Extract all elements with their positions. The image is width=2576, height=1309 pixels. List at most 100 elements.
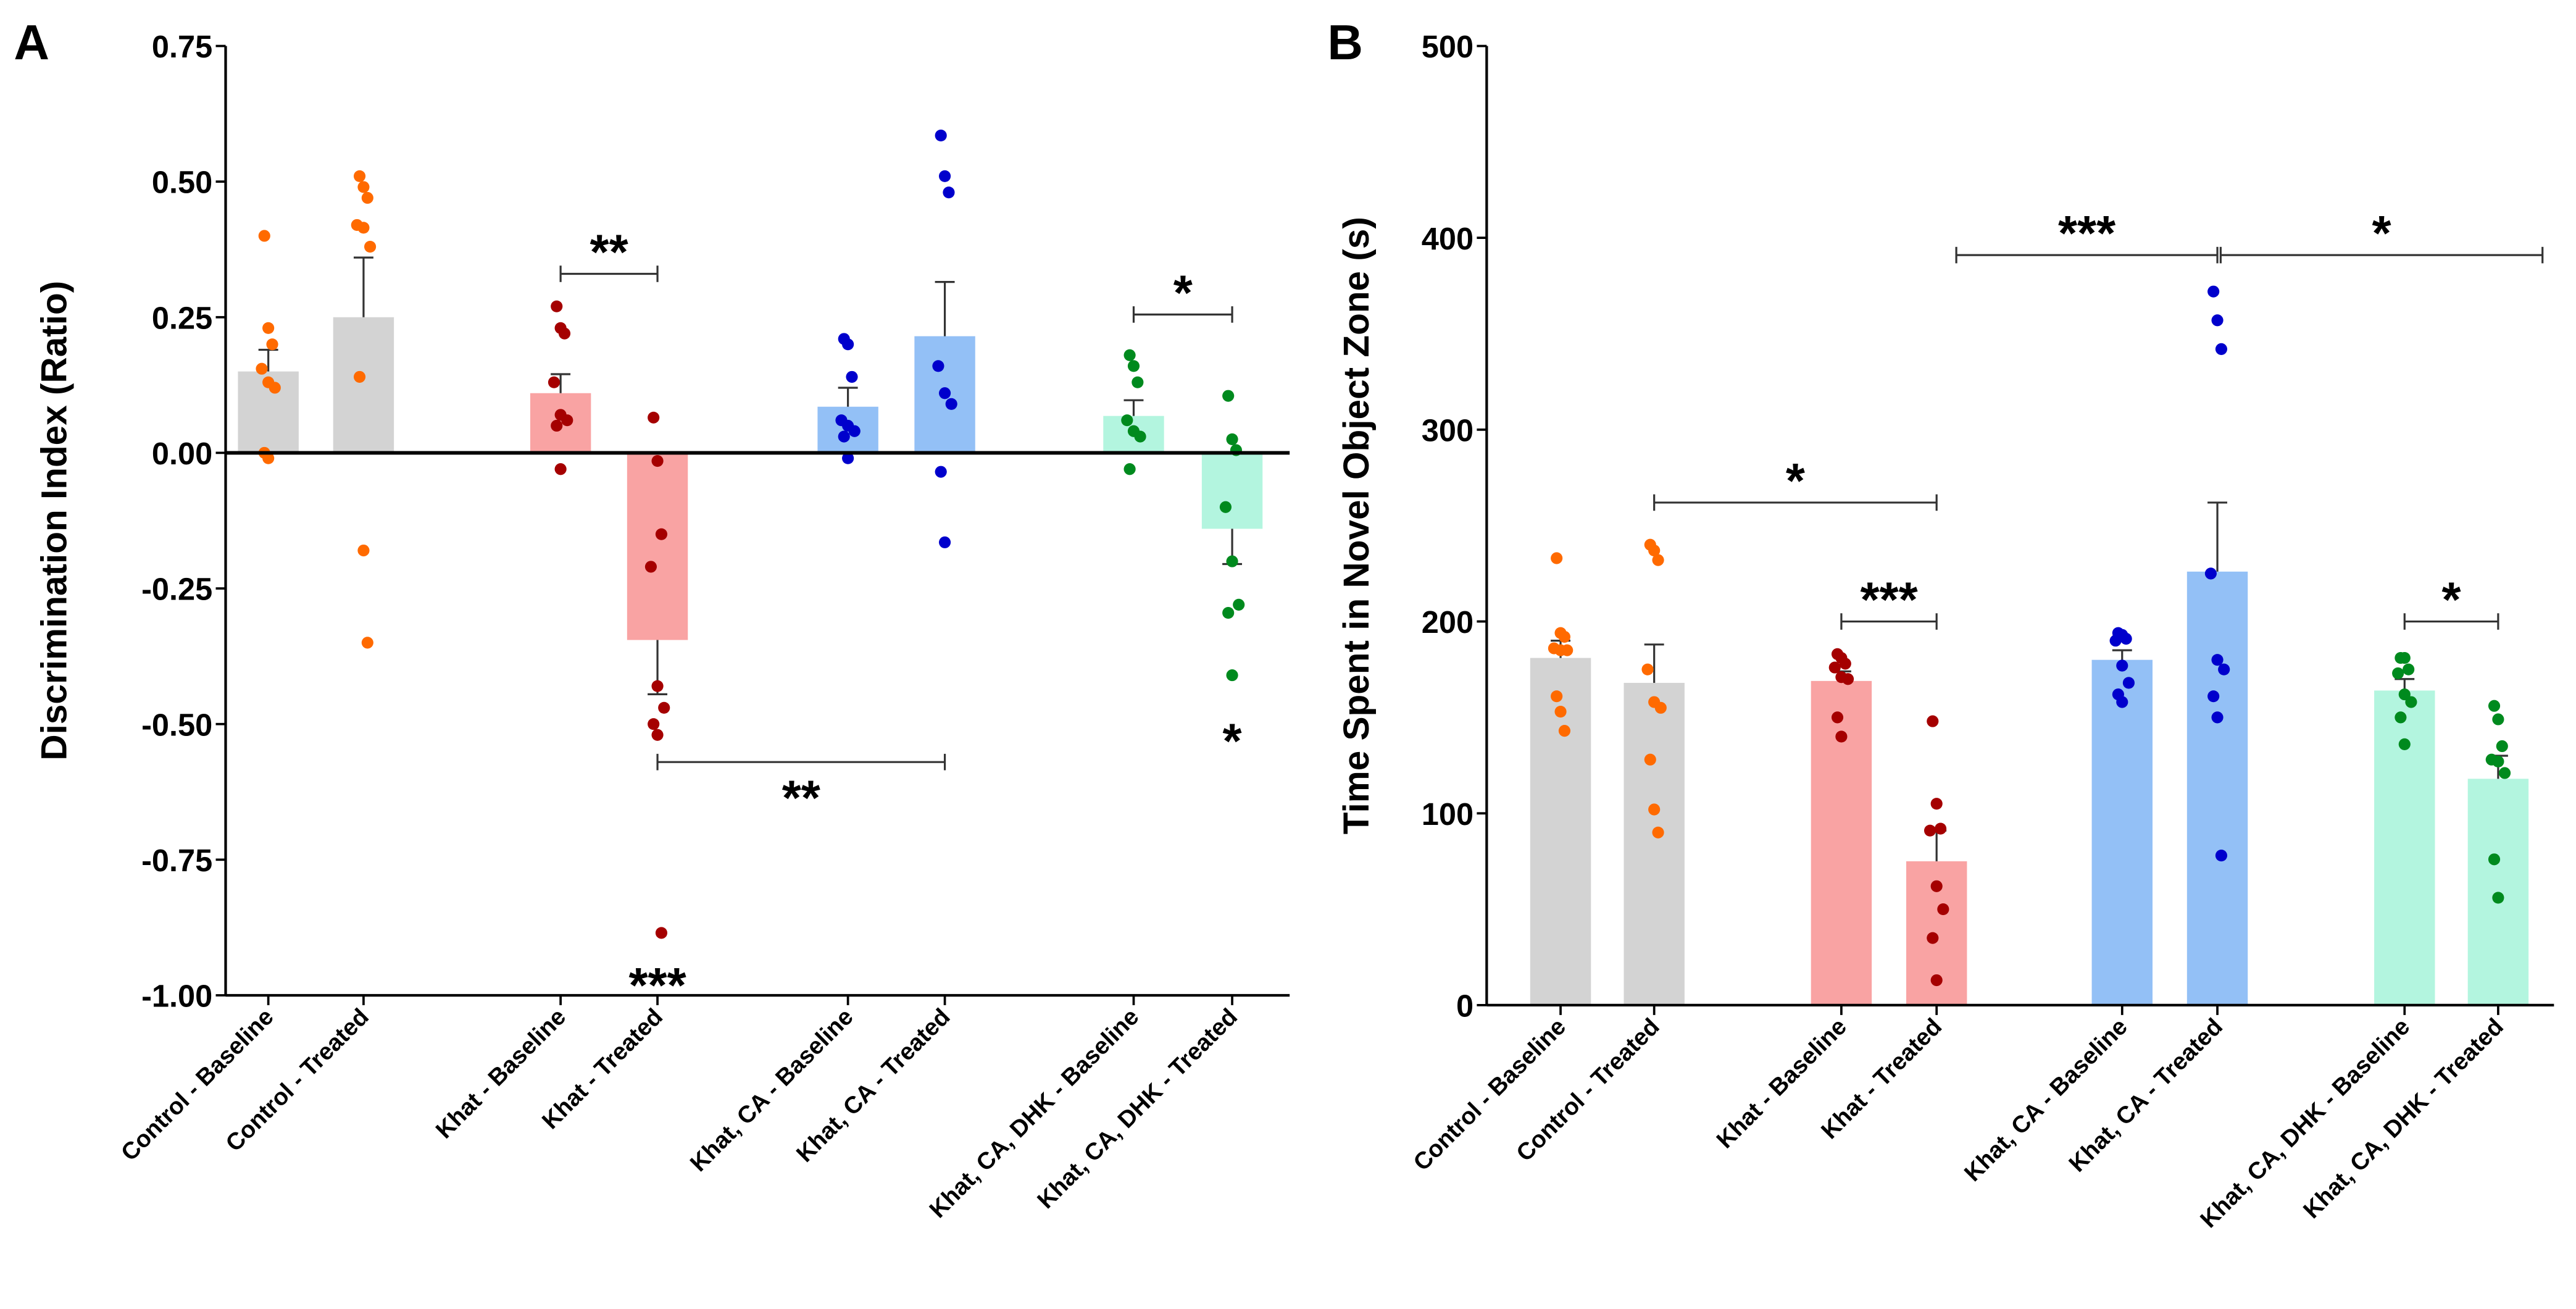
data-point-1-1 <box>1648 545 1661 557</box>
data-point-3-3 <box>644 561 657 573</box>
significance-label: *** <box>2058 206 2115 261</box>
data-point-1-5 <box>364 240 377 253</box>
significance-label: * <box>1786 453 1805 508</box>
y-tick-label: -1.00 <box>141 979 212 1014</box>
data-point-7-6 <box>1222 606 1235 619</box>
data-point-5-4 <box>2211 654 2224 666</box>
data-point-5-1 <box>938 170 951 182</box>
data-point-1-8 <box>1652 826 1664 839</box>
data-point-6-1 <box>2398 651 2411 664</box>
y-tick-label: -0.75 <box>141 843 212 878</box>
data-point-4-3 <box>2109 635 2122 647</box>
bar-2 <box>1811 680 1872 1005</box>
bar-1 <box>333 317 394 453</box>
data-point-7-5 <box>2498 767 2511 779</box>
data-point-0-0 <box>1551 552 1563 564</box>
data-point-7-1 <box>1226 433 1238 446</box>
data-point-6-2 <box>1132 376 1144 388</box>
data-point-5-3 <box>2204 567 2217 580</box>
data-point-1-0 <box>353 170 366 182</box>
y-tick-label: 200 <box>1422 604 1473 640</box>
x-tick-label: Control - Baseline <box>1408 1013 1571 1176</box>
data-point-7-1 <box>2492 713 2504 726</box>
y-tick-label: 0.75 <box>152 29 212 64</box>
data-point-5-5 <box>945 398 957 410</box>
data-point-4-7 <box>2116 696 2128 708</box>
data-point-1-4 <box>357 222 370 234</box>
data-point-2-7 <box>554 463 567 475</box>
data-point-3-3 <box>1924 824 1936 837</box>
significance-label: * <box>1223 713 1242 768</box>
data-point-7-0 <box>1222 390 1235 402</box>
data-point-6-5 <box>1134 430 1146 443</box>
data-point-3-4 <box>651 680 664 692</box>
data-point-5-5 <box>2218 663 2230 675</box>
data-point-7-3 <box>1219 501 1232 513</box>
data-point-6-6 <box>2395 711 2407 724</box>
significance-label: *** <box>1860 572 1917 627</box>
data-point-3-1 <box>1930 798 1943 810</box>
data-point-2-3 <box>1828 661 1841 674</box>
data-point-1-7 <box>357 544 370 557</box>
data-point-6-4 <box>2398 688 2411 701</box>
data-point-3-7 <box>651 729 664 741</box>
data-point-5-0 <box>2207 285 2220 298</box>
data-point-3-8 <box>655 927 668 939</box>
data-point-0-3 <box>256 362 268 375</box>
data-point-3-4 <box>1930 880 1943 892</box>
y-tick-label: -0.25 <box>141 572 212 607</box>
data-point-3-5 <box>658 701 670 714</box>
data-point-0-6 <box>1551 690 1563 703</box>
significance-label: ** <box>590 224 628 279</box>
data-point-5-3 <box>932 360 944 372</box>
data-point-1-7 <box>1648 803 1661 816</box>
data-point-7-4 <box>1226 555 1238 567</box>
data-point-1-3 <box>1641 663 1654 675</box>
data-point-1-6 <box>353 370 366 383</box>
data-point-5-6 <box>935 466 947 478</box>
data-point-2-3 <box>548 376 561 388</box>
data-point-4-7 <box>842 452 854 464</box>
data-point-7-7 <box>1226 669 1238 682</box>
data-point-6-5 <box>2405 696 2417 708</box>
data-point-1-2 <box>1652 554 1664 566</box>
bar-5 <box>2186 571 2248 1005</box>
data-point-7-7 <box>2492 892 2504 904</box>
significance-label: * <box>1173 265 1193 320</box>
data-point-4-4 <box>2116 659 2128 672</box>
data-point-0-5 <box>269 382 281 394</box>
data-point-3-7 <box>1930 974 1943 987</box>
data-point-6-2 <box>2403 663 2415 675</box>
x-tick-label: Khat, CA - Baseline <box>1959 1013 2133 1187</box>
data-point-0-2 <box>1558 630 1571 643</box>
data-point-2-6 <box>551 419 563 432</box>
data-point-2-7 <box>1835 730 1848 743</box>
data-point-3-0 <box>1927 715 1939 727</box>
data-point-5-2 <box>943 186 955 199</box>
y-tick-label: 300 <box>1422 412 1473 448</box>
data-point-0-2 <box>266 338 278 351</box>
significance-label: * <box>2442 572 2461 627</box>
data-point-2-2 <box>1839 658 1851 670</box>
y-tick-label: 0.25 <box>152 300 212 335</box>
panel-label: B <box>1327 15 1363 70</box>
data-point-5-0 <box>935 129 947 142</box>
data-point-7-5 <box>1233 598 1245 611</box>
x-tick-label: Khat, CA - Baseline <box>685 1003 859 1177</box>
significance-label: *** <box>628 958 686 1013</box>
y-tick-label: 0.00 <box>152 436 212 471</box>
x-tick-label: Khat, CA, DHK - Treated <box>1032 1003 1243 1214</box>
data-point-1-5 <box>1654 701 1667 714</box>
y-axis-label: Discrimination Index (Ratio) <box>34 281 74 761</box>
data-point-1-1 <box>357 181 370 193</box>
data-point-3-6 <box>1927 932 1939 944</box>
bar-6 <box>2374 690 2435 1005</box>
data-point-5-4 <box>938 387 951 399</box>
data-point-2-5 <box>1841 673 1854 685</box>
data-point-6-0 <box>1123 349 1136 361</box>
data-point-2-2 <box>558 327 571 340</box>
data-point-2-0 <box>551 300 563 312</box>
data-point-4-1 <box>842 338 854 351</box>
data-point-4-2 <box>846 370 858 383</box>
